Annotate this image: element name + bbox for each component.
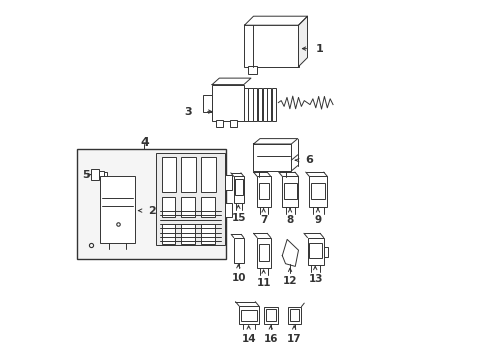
Bar [253, 144, 291, 171]
Bar [309, 243, 321, 258]
Bar [162, 157, 176, 192]
Polygon shape [244, 16, 307, 25]
Text: 11: 11 [256, 278, 271, 288]
Text: 12: 12 [283, 276, 297, 286]
Bar [262, 88, 266, 121]
Bar [203, 95, 212, 112]
Bar [289, 309, 299, 321]
Bar [239, 306, 258, 324]
Bar [257, 238, 270, 268]
Bar [201, 157, 215, 192]
Bar [244, 25, 298, 67]
Bar [162, 225, 175, 244]
Text: 14: 14 [241, 334, 256, 344]
Text: 13: 13 [308, 274, 322, 284]
Bar [181, 197, 195, 217]
Text: 7: 7 [260, 215, 267, 225]
Bar [253, 88, 257, 121]
Polygon shape [212, 78, 250, 85]
Bar [77, 149, 226, 259]
Bar [234, 179, 242, 195]
Bar [230, 120, 237, 127]
Bar [101, 176, 134, 243]
Bar [266, 309, 275, 321]
Text: 5: 5 [82, 170, 89, 180]
Bar [258, 244, 268, 261]
Bar [103, 172, 106, 177]
Bar [212, 85, 244, 121]
Bar [244, 88, 247, 121]
Text: 9: 9 [314, 215, 321, 225]
Text: 17: 17 [286, 334, 301, 344]
Text: 15: 15 [231, 213, 245, 223]
Bar [181, 225, 195, 244]
Bar [241, 310, 256, 321]
Text: 3: 3 [184, 107, 192, 117]
Text: 16: 16 [264, 334, 278, 344]
Bar [181, 157, 196, 192]
Text: 4: 4 [140, 136, 148, 149]
Text: 8: 8 [286, 215, 293, 225]
Bar [248, 88, 252, 121]
Bar [99, 171, 103, 178]
Bar [271, 88, 276, 121]
Bar [323, 247, 327, 256]
Text: 10: 10 [231, 273, 245, 283]
Bar [264, 307, 277, 324]
Bar [309, 176, 326, 207]
Bar [266, 88, 271, 121]
Polygon shape [253, 139, 297, 144]
Bar [224, 203, 231, 217]
Bar [284, 183, 296, 199]
Bar [162, 197, 175, 217]
Bar [287, 307, 301, 324]
Bar [91, 169, 99, 180]
Text: 6: 6 [305, 155, 312, 165]
Polygon shape [298, 16, 307, 67]
Bar [311, 183, 325, 199]
Bar [307, 238, 323, 265]
Bar [247, 66, 257, 74]
Bar [257, 88, 262, 121]
Bar [282, 176, 298, 207]
Bar [233, 176, 244, 203]
Text: 1: 1 [315, 44, 323, 54]
Text: 2: 2 [148, 206, 156, 216]
Bar [156, 153, 224, 245]
Bar [224, 175, 231, 190]
Bar [215, 120, 223, 127]
Bar [233, 238, 244, 263]
Bar [257, 176, 270, 207]
Bar [201, 197, 215, 217]
Bar [201, 225, 215, 244]
Bar [258, 183, 268, 199]
